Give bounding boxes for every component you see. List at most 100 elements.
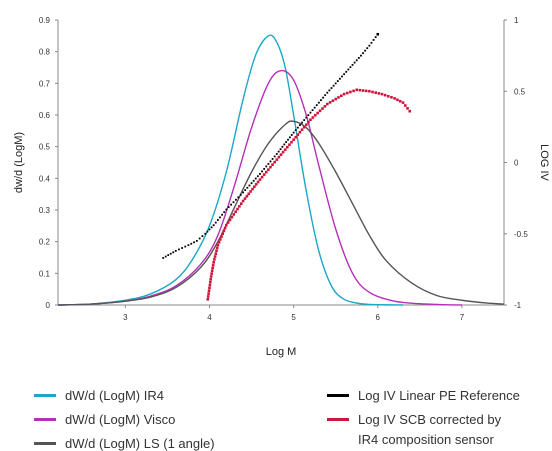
series-dw-d-logm-visco bbox=[57, 69, 462, 306]
data-point bbox=[281, 145, 284, 148]
data-point bbox=[300, 128, 304, 132]
y2-tick-label: 1 bbox=[514, 16, 519, 25]
legend-label-ls: dW/d (LogM) LS (1 angle) bbox=[65, 436, 215, 451]
data-point bbox=[207, 292, 210, 295]
data-point bbox=[267, 163, 270, 165]
data-point bbox=[368, 89, 371, 93]
data-point bbox=[343, 73, 346, 76]
data-point bbox=[225, 223, 228, 227]
data-point bbox=[349, 66, 352, 69]
data-point bbox=[190, 242, 193, 245]
y2-tick-label: 0 bbox=[514, 159, 519, 168]
legend-item-ls: dW/d (LogM) LS (1 angle) bbox=[34, 436, 215, 451]
data-point bbox=[213, 258, 216, 261]
legend-item-linear-pe: Log IV Linear PE Reference bbox=[327, 388, 520, 403]
data-point bbox=[232, 213, 236, 216]
data-point bbox=[246, 186, 249, 189]
data-point bbox=[223, 211, 226, 214]
data-point bbox=[372, 39, 375, 41]
data-point bbox=[273, 155, 276, 158]
chart: 3 4 5 6 7 0 0.1 0.2 0.3 0.4 0.5 0.6 0.7 0.8 0.9 -1 -0.5 0… bbox=[13, 16, 550, 358]
data-point bbox=[345, 91, 349, 95]
data-point bbox=[311, 116, 315, 119]
y2-tick-label: 0.5 bbox=[514, 87, 526, 96]
data-point bbox=[355, 59, 358, 62]
data-point bbox=[303, 119, 306, 122]
data-point bbox=[370, 41, 373, 44]
data-point bbox=[362, 52, 364, 55]
data-point bbox=[261, 170, 263, 173]
data-point bbox=[296, 133, 300, 137]
x-tick-label: 6 bbox=[376, 313, 381, 322]
data-point bbox=[254, 183, 258, 186]
legend-label-scb: Log IV SCB corrected by bbox=[358, 412, 502, 427]
data-point bbox=[301, 121, 303, 124]
y-tick-label: 0.5 bbox=[39, 143, 51, 152]
data-point bbox=[242, 191, 245, 194]
data-point bbox=[332, 84, 335, 87]
data-point bbox=[210, 272, 213, 275]
data-point bbox=[252, 179, 255, 182]
data-point bbox=[204, 232, 207, 235]
data-point bbox=[212, 224, 215, 227]
data-point bbox=[230, 215, 234, 219]
y-tick-label: 0.6 bbox=[39, 111, 51, 120]
data-point bbox=[390, 96, 393, 99]
data-point bbox=[239, 202, 243, 205]
data-point bbox=[213, 255, 217, 258]
data-point bbox=[374, 91, 377, 94]
data-point bbox=[181, 247, 184, 249]
data-point bbox=[267, 168, 270, 171]
data-point bbox=[210, 226, 213, 229]
data-point bbox=[323, 105, 327, 108]
data-point bbox=[292, 131, 295, 134]
data-point bbox=[328, 101, 332, 104]
legend-item-scb: Log IV SCB corrected by bbox=[327, 412, 501, 427]
data-point bbox=[396, 98, 399, 102]
data-point bbox=[358, 88, 362, 92]
data-point bbox=[215, 249, 218, 253]
data-point bbox=[243, 197, 247, 200]
data-point bbox=[279, 148, 282, 151]
data-point bbox=[178, 248, 180, 251]
data-point bbox=[288, 136, 291, 139]
data-point bbox=[294, 129, 297, 131]
data-point bbox=[340, 94, 343, 98]
data-point bbox=[227, 206, 230, 208]
data-point bbox=[360, 54, 362, 57]
legend-swatch-ir4 bbox=[34, 394, 56, 397]
data-point bbox=[253, 185, 256, 189]
data-point bbox=[209, 280, 212, 284]
data-point bbox=[245, 194, 249, 198]
data-point bbox=[269, 165, 272, 169]
data-point bbox=[288, 143, 291, 146]
data-point bbox=[398, 99, 402, 103]
data-point bbox=[334, 97, 337, 101]
data-point bbox=[304, 123, 308, 127]
y-axis-label: dw/d (LogM) bbox=[13, 132, 25, 193]
data-point bbox=[219, 216, 221, 219]
data-point bbox=[357, 57, 360, 59]
data-point bbox=[331, 99, 335, 103]
data-point bbox=[230, 203, 233, 206]
data-point bbox=[342, 92, 346, 96]
data-point bbox=[214, 252, 218, 255]
data-point bbox=[214, 221, 217, 224]
data-point bbox=[309, 118, 312, 122]
data-point bbox=[334, 82, 337, 85]
legend: dW/d (LogM) IR4 dW/d (LogM) Visco dW/d (… bbox=[0, 388, 552, 451]
series-log-iv-scb-corrected-by-ir4-composition-sensor bbox=[206, 88, 412, 301]
y-tick-label: 0.1 bbox=[39, 269, 51, 278]
data-point bbox=[353, 61, 356, 64]
legend-label-ir4: dW/d (LogM) IR4 bbox=[65, 388, 164, 403]
data-point bbox=[259, 173, 261, 175]
data-point bbox=[174, 249, 177, 252]
data-point bbox=[236, 207, 239, 211]
data-point bbox=[320, 99, 322, 102]
data-point bbox=[260, 175, 264, 179]
data-point bbox=[258, 178, 262, 181]
data-point bbox=[339, 77, 341, 80]
legend-swatch-ls bbox=[34, 442, 56, 445]
data-point bbox=[355, 88, 359, 92]
data-point bbox=[283, 143, 286, 146]
